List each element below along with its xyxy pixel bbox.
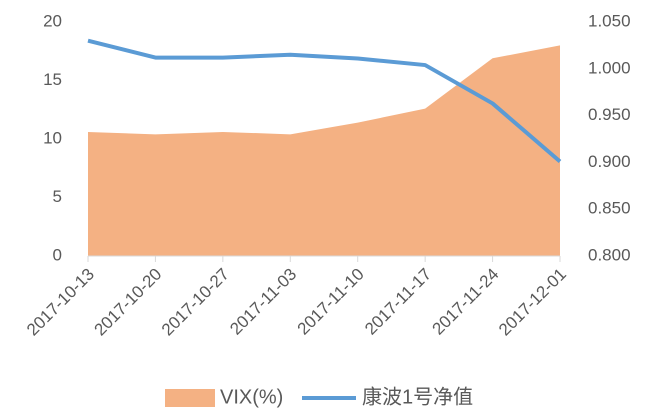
y2-tick-label: 1.000: [588, 58, 631, 77]
y2-tick-label: 1.050: [588, 11, 631, 30]
x-tick-label: 2017-11-10: [294, 265, 368, 339]
y-tick-label: 15: [43, 70, 62, 89]
area: [88, 45, 560, 257]
x-tick-label: 2017-10-27: [158, 265, 233, 340]
y-tick-label: 20: [43, 11, 62, 30]
y-tick-label: 5: [53, 187, 62, 206]
line: [87, 38, 562, 163]
y-tick-label: 10: [43, 128, 62, 147]
y2-tick-label: 0.950: [588, 105, 631, 124]
x-tick-label: 2017-10-20: [90, 265, 165, 340]
y2-tick-label: 0.850: [588, 199, 631, 218]
x-tick-label: 2017-10-13: [23, 265, 98, 340]
y2-tick-label: 0.800: [588, 245, 631, 264]
legend-label: VIX(%): [220, 386, 283, 408]
x-tick-label: 2017-12-01: [495, 265, 570, 340]
y-tick-label: 0: [53, 245, 62, 264]
legend-label: 康波1号净值: [362, 385, 473, 408]
legend-swatch: [165, 389, 215, 407]
x-tick-label: 2017-11-17: [361, 265, 435, 339]
x-tick-label: 2017-11-03: [226, 265, 300, 339]
y2-tick-label: 0.900: [588, 152, 631, 171]
x-tick-label: 2017-11-24: [429, 265, 503, 339]
